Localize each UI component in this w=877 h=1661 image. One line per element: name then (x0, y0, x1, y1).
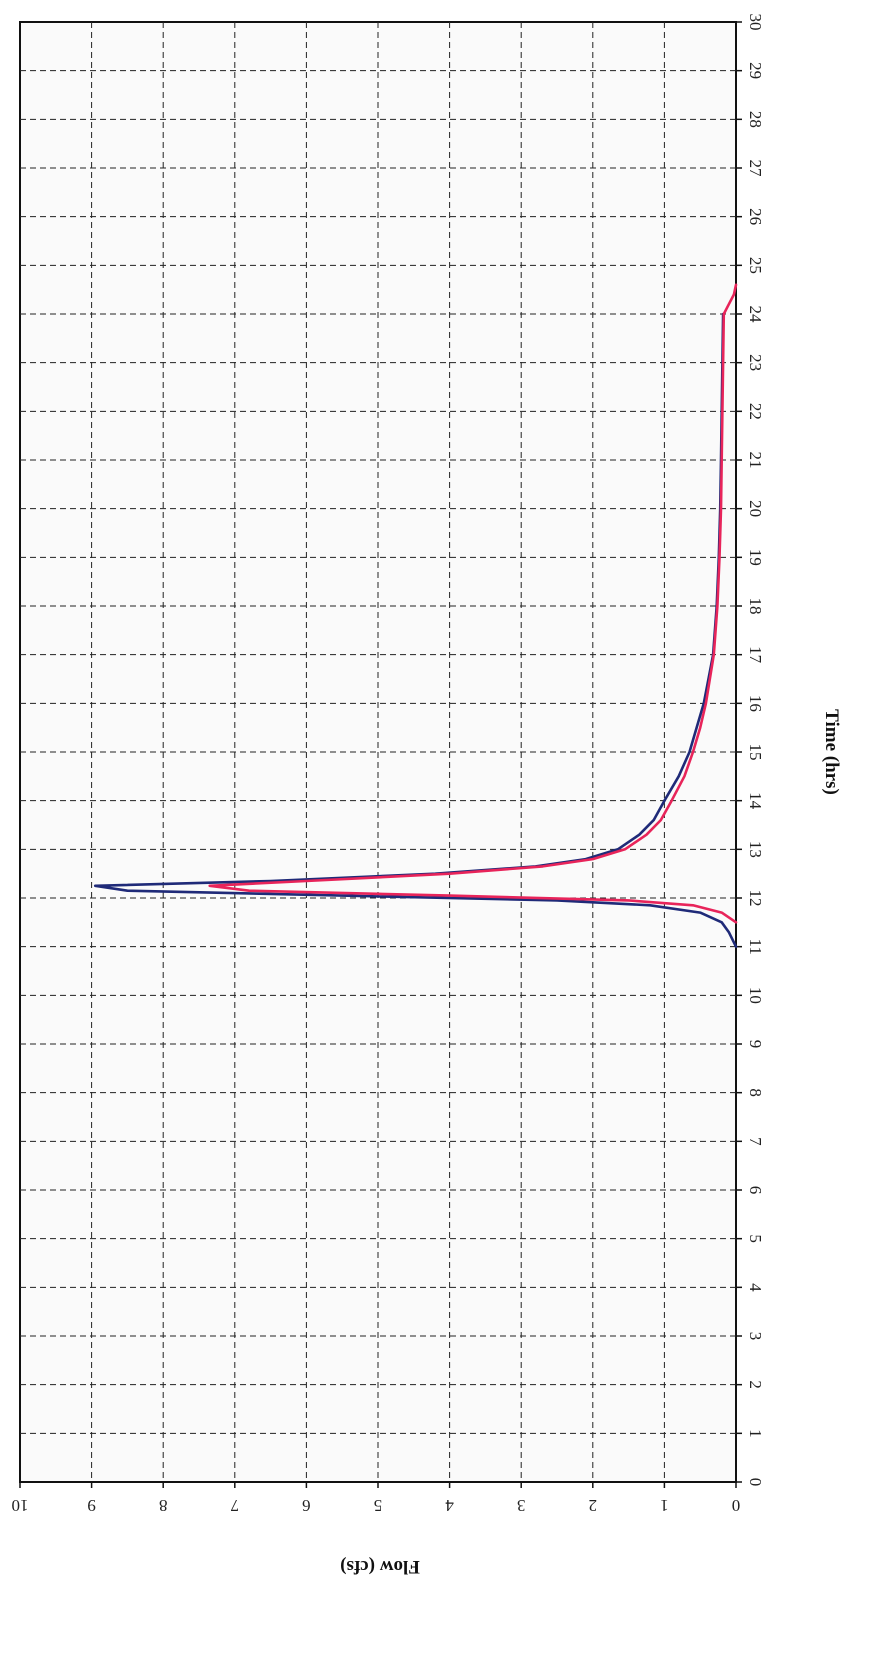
time-tick-label: 21 (746, 452, 765, 469)
tick-labels: 0123456789101112131415161718192021222324… (12, 14, 766, 1516)
flow-tick-label: 4 (445, 1496, 454, 1515)
flow-tick-label: 6 (302, 1496, 311, 1515)
grid-lines (20, 22, 736, 1482)
time-tick-label: 7 (746, 1137, 765, 1146)
flow-tick-label: 10 (12, 1496, 29, 1515)
time-tick-label: 18 (746, 598, 765, 615)
time-tick-label: 23 (746, 354, 765, 371)
time-tick-label: 9 (746, 1040, 765, 1049)
time-tick-label: 24 (746, 306, 765, 324)
series-line-red (208, 283, 738, 924)
time-tick-label: 27 (746, 160, 765, 178)
time-tick-label: 13 (746, 841, 765, 858)
time-tick-label: 15 (746, 744, 765, 761)
flow-tick-label: 7 (230, 1496, 239, 1515)
time-tick-label: 28 (746, 111, 765, 128)
time-tick-label: 16 (746, 695, 765, 712)
flow-tick-label: 3 (517, 1496, 526, 1515)
time-tick-label: 29 (746, 62, 765, 79)
time-tick-label: 10 (746, 987, 765, 1004)
time-tick-label: 11 (746, 938, 765, 954)
series-lines (93, 283, 738, 949)
time-tick-label: 5 (746, 1234, 765, 1243)
time-tick-label: 6 (746, 1186, 765, 1195)
time-tick-label: 14 (746, 792, 765, 810)
flow-tick-label: 1 (660, 1496, 669, 1515)
flow-tick-label: 5 (374, 1496, 383, 1515)
time-tick-label: 3 (746, 1332, 765, 1341)
time-tick-label: 1 (746, 1429, 765, 1438)
time-tick-label: 26 (746, 208, 765, 225)
y-axis-title: Flow (cfs) (340, 1556, 420, 1577)
x-axis-title: Time (hrs) (821, 709, 842, 795)
time-tick-label: 19 (746, 549, 765, 566)
flow-tick-label: 9 (87, 1496, 96, 1515)
time-tick-label: 2 (746, 1380, 765, 1389)
time-tick-label: 12 (746, 890, 765, 907)
time-tick-label: 20 (746, 500, 765, 517)
time-tick-label: 30 (746, 14, 765, 31)
time-tick-label: 17 (746, 646, 765, 664)
flow-tick-label: 0 (732, 1496, 741, 1515)
flow-tick-label: 2 (589, 1496, 598, 1515)
flow-tick-label: 8 (159, 1496, 168, 1515)
time-tick-label: 22 (746, 403, 765, 420)
time-tick-label: 8 (746, 1088, 765, 1097)
time-tick-label: 4 (746, 1283, 765, 1292)
time-tick-label: 0 (746, 1478, 765, 1487)
time-tick-label: 25 (746, 257, 765, 274)
